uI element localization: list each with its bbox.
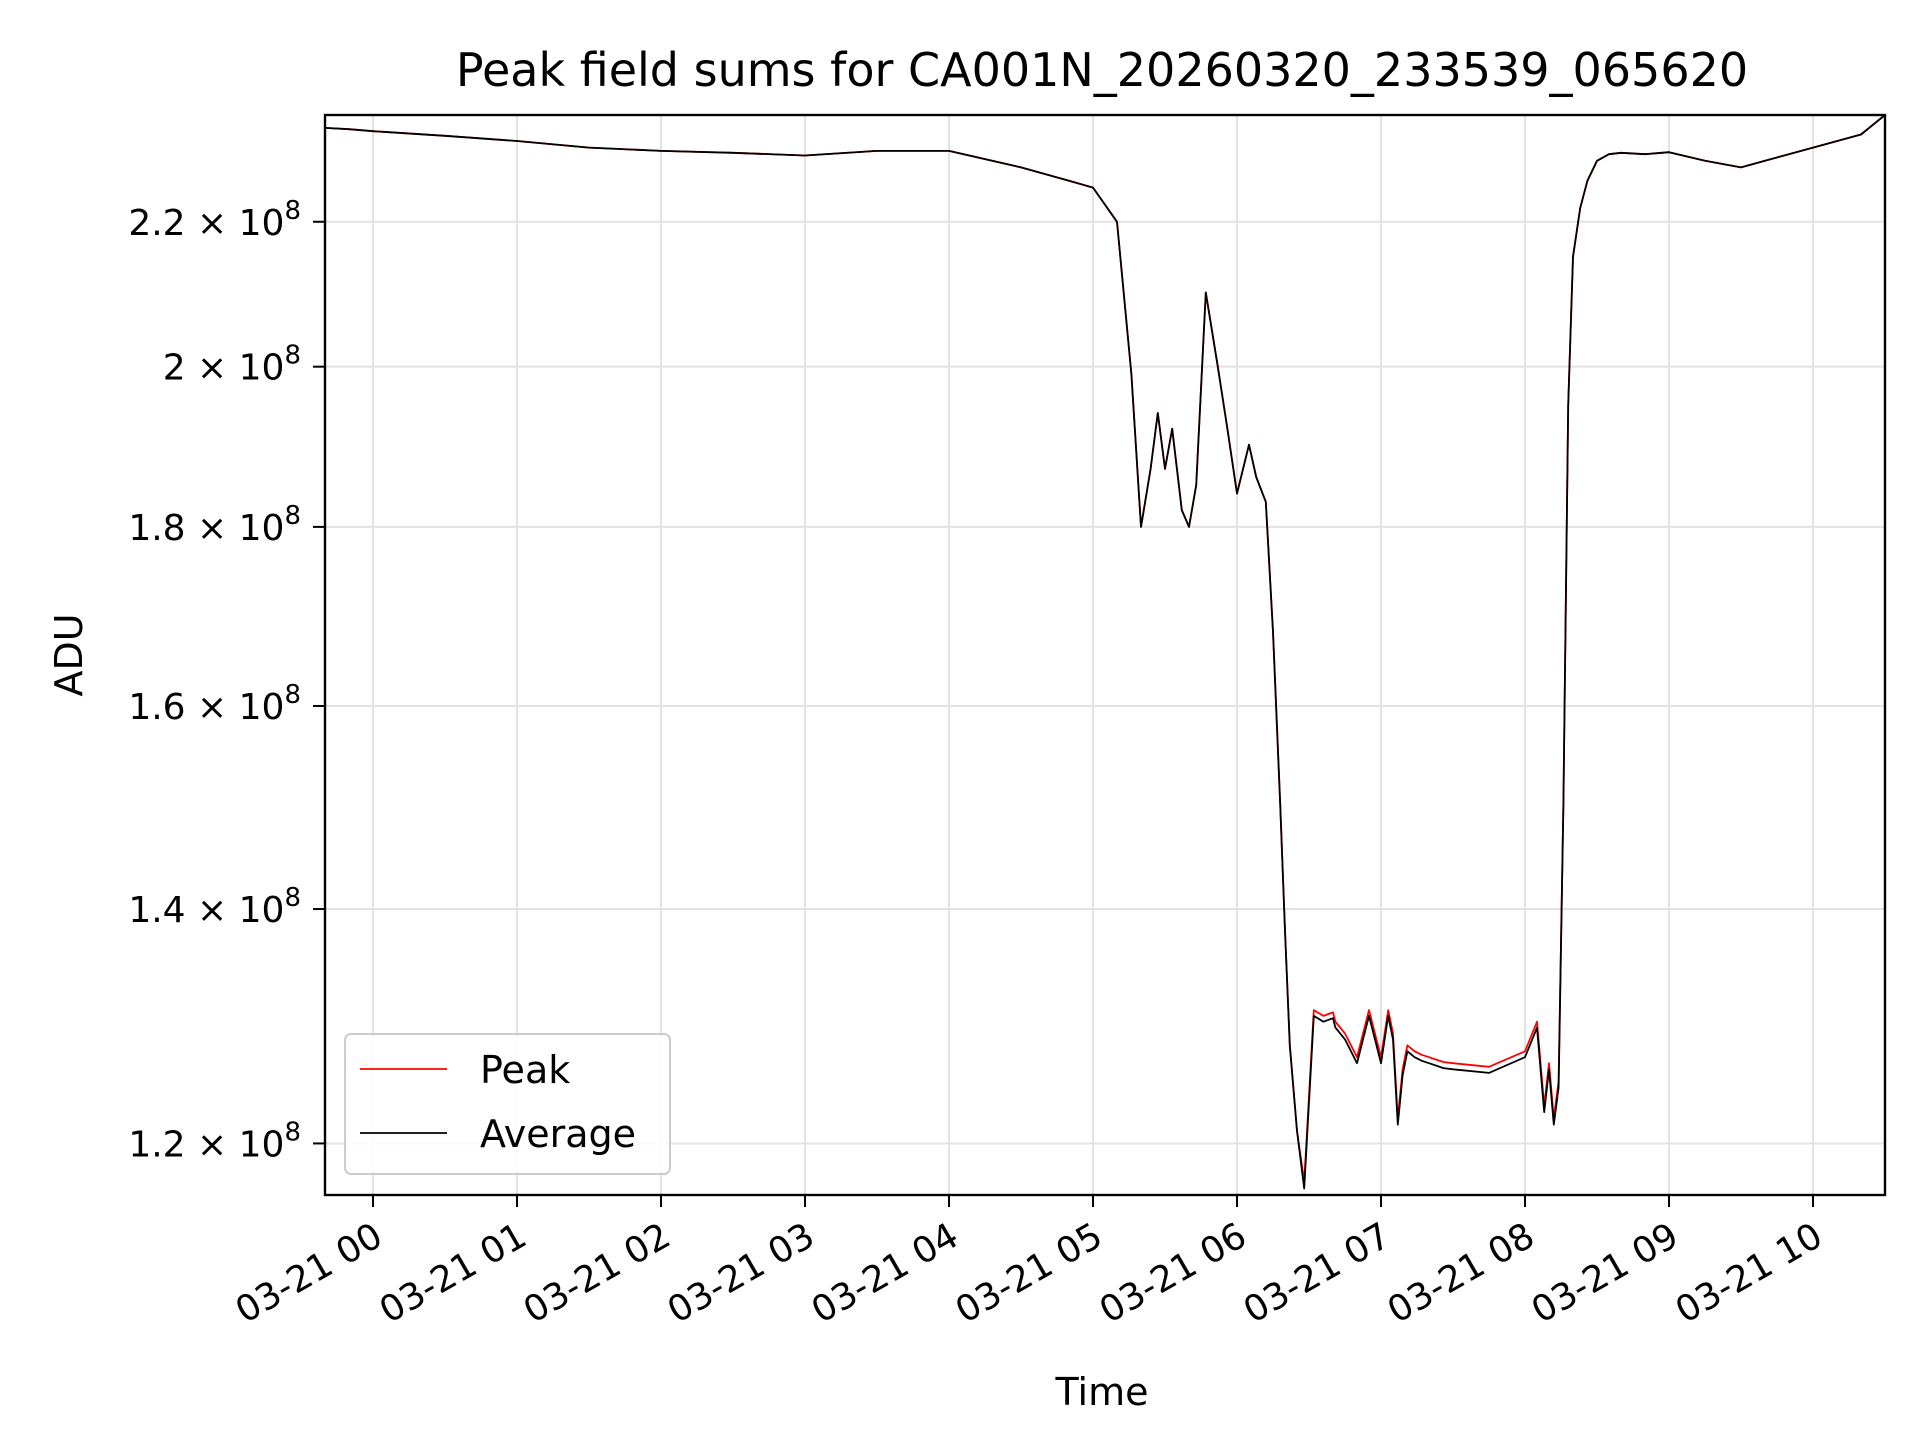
x-tick-label: 03-21 03 [661,1215,822,1331]
x-axis-label: Time [1055,1370,1149,1414]
y-tick-label: 2.2 × 108 [128,196,301,244]
x-tick-label: 03-21 10 [1669,1215,1830,1331]
x-tick-label: 03-21 04 [805,1215,966,1331]
y-tick-label: 1.8 × 108 [128,501,301,549]
plot-frame [323,113,1887,1197]
y-tick-label: 1.6 × 108 [128,680,301,728]
y-axis-label: ADU [47,613,91,696]
x-tick-label: 03-21 09 [1525,1215,1686,1331]
x-tick-label: 03-21 02 [517,1215,678,1331]
x-tick-label: 03-21 01 [373,1215,534,1331]
x-tick-label: 03-21 05 [949,1215,1110,1331]
series-line-average [324,114,1886,1190]
legend-label-average: Average [480,1112,636,1156]
x-tick-label: 03-21 06 [1093,1215,1254,1331]
grid-layer [325,115,1885,1195]
x-tick-label: 03-21 08 [1381,1215,1542,1331]
x-tick-label: 03-21 07 [1237,1215,1398,1331]
chart-title: Peak field sums for CA001N_20260320_2335… [456,43,1748,97]
y-tick-label: 1.2 × 108 [128,1117,301,1165]
series-line-peak [324,114,1886,1183]
legend-label-peak: Peak [480,1048,570,1092]
plot-layer [324,114,1886,1190]
y-tick-label: 1.4 × 108 [128,883,301,931]
x-tick-label: 03-21 00 [229,1215,390,1331]
legend: Peak Average [344,1033,671,1175]
y-tick-label: 2 × 108 [163,341,301,389]
